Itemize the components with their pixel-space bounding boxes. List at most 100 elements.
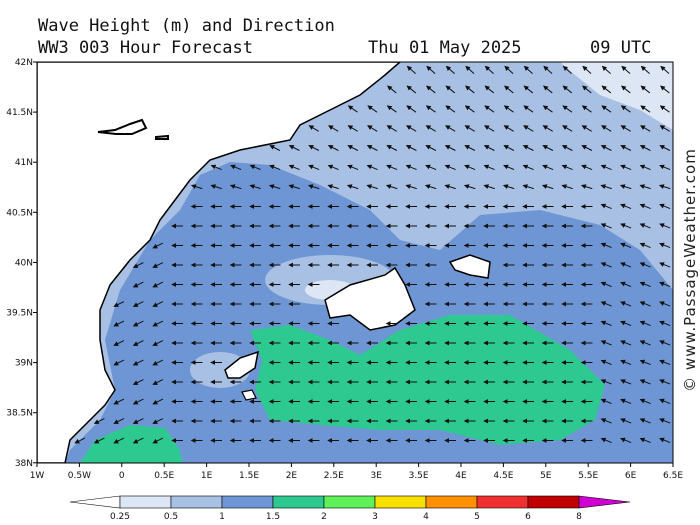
- arrow: [639, 145, 651, 151]
- arrow: [152, 359, 164, 366]
- arrow: [600, 203, 612, 210]
- legend-label: 2: [321, 512, 327, 522]
- arrow: [620, 379, 632, 385]
- lat-label: 39N: [15, 359, 33, 369]
- arrow: [444, 164, 456, 171]
- arrow: [367, 105, 378, 113]
- arrow: [620, 418, 632, 424]
- arrow: [484, 65, 494, 75]
- arrow: [620, 359, 632, 366]
- lat-label: 40N: [15, 258, 33, 268]
- title: Wave Height (m) and Direction: [38, 16, 335, 36]
- arrow: [386, 105, 397, 113]
- arrow: [93, 418, 105, 424]
- arrow: [269, 145, 281, 151]
- legend-label: 5: [474, 512, 480, 522]
- subtitle: WW3 003 Hour Forecast: [38, 38, 253, 58]
- legend-end: [69, 495, 121, 509]
- legend-swatch: [170, 495, 223, 509]
- arrow: [113, 418, 125, 424]
- arrow: [424, 184, 437, 190]
- arrow: [522, 184, 534, 190]
- arrow: [620, 145, 632, 151]
- arrow: [367, 125, 378, 132]
- arrow: [113, 398, 125, 405]
- arrow: [152, 437, 164, 444]
- land: [37, 62, 402, 463]
- arrow: [503, 164, 515, 171]
- arrow: [132, 398, 144, 405]
- lon-label: 0.5E: [154, 471, 174, 481]
- arrow: [113, 320, 125, 327]
- arrow: [659, 359, 671, 366]
- arrow: [327, 145, 339, 151]
- arrow: [347, 105, 358, 113]
- arrow: [347, 164, 359, 171]
- watermark: © www.PassageWeather.com: [681, 148, 699, 392]
- arrow: [152, 301, 164, 307]
- arrow: [600, 379, 612, 385]
- arrow: [132, 418, 144, 424]
- arrow: [308, 125, 319, 132]
- arrow: [308, 164, 320, 171]
- date: Thu 01 May 2025: [368, 38, 522, 58]
- arrow: [639, 418, 651, 424]
- arrow: [483, 164, 495, 171]
- arrow: [288, 164, 300, 171]
- lon-label: 1W: [30, 471, 45, 481]
- arrow: [600, 281, 612, 288]
- arrow: [406, 105, 417, 113]
- arrow: [387, 85, 397, 94]
- legend-label: 1.5: [266, 512, 280, 522]
- arrow: [600, 340, 612, 346]
- arrow: [385, 184, 398, 190]
- arrow: [659, 418, 671, 424]
- lon-label: 0.5W: [68, 471, 91, 481]
- arrow: [445, 125, 456, 132]
- arrow: [621, 65, 631, 75]
- arrow: [600, 359, 612, 366]
- arrow: [523, 105, 534, 113]
- arrow: [600, 320, 612, 327]
- arrow: [659, 281, 671, 288]
- arrow: [504, 85, 514, 94]
- arrow: [621, 85, 631, 94]
- arrow: [639, 379, 651, 385]
- lon-label: 2E: [286, 471, 298, 481]
- arrow: [347, 145, 359, 151]
- arrow: [620, 437, 632, 444]
- lon-label: 0: [119, 471, 125, 481]
- arrow: [132, 301, 144, 307]
- lat-label: 42N: [15, 58, 33, 68]
- legend-swatch: [272, 495, 325, 509]
- arrow: [659, 203, 671, 210]
- arrow: [561, 145, 573, 151]
- arrow: [483, 145, 495, 151]
- arrow: [639, 184, 651, 190]
- arrow: [659, 105, 670, 113]
- arrow: [639, 340, 651, 346]
- arrow: [445, 65, 455, 75]
- lon-label: 6E: [625, 471, 637, 481]
- arrow: [659, 262, 671, 268]
- arrow: [464, 125, 475, 132]
- lon-label: 5.5E: [578, 471, 598, 481]
- arrow: [426, 65, 436, 75]
- arrow: [620, 262, 632, 268]
- arrow: [190, 184, 203, 190]
- arrow: [464, 145, 476, 151]
- arrow: [425, 125, 436, 132]
- arrow: [425, 145, 437, 151]
- arrow: [582, 85, 592, 94]
- arrow: [620, 125, 631, 132]
- arrow: [425, 164, 437, 171]
- arrow: [660, 85, 670, 94]
- arrow: [658, 184, 671, 190]
- arrow: [640, 65, 650, 75]
- sea-calm: [560, 62, 673, 130]
- arrow: [639, 359, 651, 366]
- arrow: [562, 105, 573, 113]
- arrow: [152, 242, 164, 249]
- arrow: [639, 164, 651, 171]
- arrow: [405, 145, 417, 151]
